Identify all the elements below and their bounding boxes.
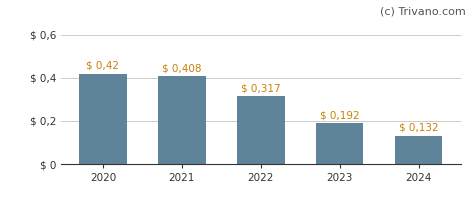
Text: $ 0,42: $ 0,42 [86,61,119,71]
Text: (c) Trivano.com: (c) Trivano.com [380,6,465,16]
Bar [316,123,363,164]
Bar [395,136,442,164]
Text: $ 0,317: $ 0,317 [241,83,281,93]
Text: $ 0,192: $ 0,192 [320,110,360,120]
Text: $ 0,132: $ 0,132 [399,123,439,133]
Text: $ 0,408: $ 0,408 [162,64,202,74]
Bar [237,96,284,164]
Bar [79,74,126,164]
Bar [158,76,205,164]
